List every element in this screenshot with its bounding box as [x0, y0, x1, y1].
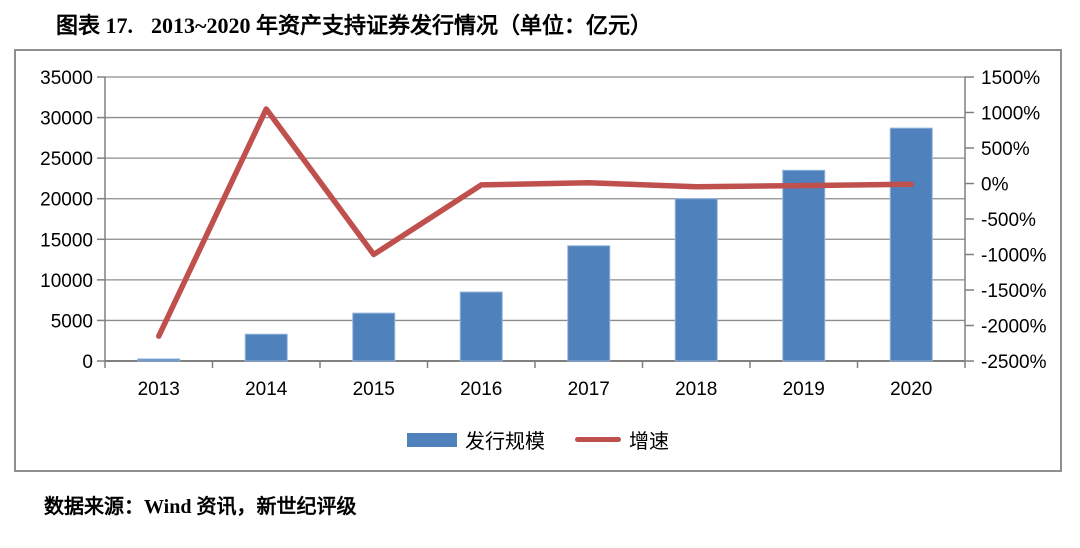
right-axis-tick-label: -2000%: [981, 317, 1047, 338]
bar-2019: [782, 169, 826, 362]
bar-2018: [674, 198, 718, 362]
chart-frame: 35000 30000 25000 20000 15000 10000 5000 0 1500%…: [14, 49, 1062, 472]
x-axis-category-label: 2018: [675, 379, 717, 400]
combo-chart: 35000 30000 25000 20000 15000 10000 5000 0 1500%…: [40, 68, 1047, 400]
left-axis-tick-label: 30000: [40, 109, 93, 130]
left-axis-tick-label: 10000: [40, 271, 93, 292]
right-axis-tick-label: -1000%: [981, 246, 1047, 267]
legend-item-growth: 增速: [575, 425, 669, 454]
legend-label-issuance: 发行规模: [465, 431, 545, 453]
right-axis-tick-label: 1000%: [981, 104, 1040, 125]
left-axis-tick-label: 25000: [40, 149, 93, 170]
figure-caption-text: 2013~2020 年资产支持证券发行情况（单位：亿元）: [151, 13, 652, 38]
left-axis-tick-label: 15000: [40, 230, 93, 251]
bar-2015: [352, 312, 396, 362]
bar-series-swatch: [407, 432, 457, 447]
legend-label-growth: 增速: [629, 431, 669, 453]
x-axis-category-label: 2019: [783, 379, 825, 400]
right-axis-tick-label: 500%: [981, 139, 1030, 160]
line-series-swatch: [575, 437, 621, 442]
left-axis-tick-label: 0: [82, 352, 93, 373]
right-axis-tick-label: 1500%: [981, 68, 1040, 89]
left-axis-tick-label: 20000: [40, 190, 93, 211]
bar-2020: [889, 127, 933, 362]
figure-caption-label: 图表 17.: [56, 13, 134, 38]
right-axis-tick-label: 0%: [981, 175, 1009, 196]
left-axis-tick-label: 35000: [40, 68, 93, 89]
bar-2017: [567, 245, 611, 362]
x-axis-category-label: 2015: [353, 379, 395, 400]
x-axis-category-label: 2016: [460, 379, 502, 400]
legend-item-issuance: 发行规模: [407, 425, 545, 454]
bar-2016: [459, 291, 503, 362]
growth-line: [156, 106, 914, 339]
right-axis-tick-label: -1500%: [981, 281, 1047, 302]
data-source: 数据来源：Wind 资讯，新世纪评级: [44, 496, 357, 518]
x-axis-category-label: 2013: [138, 379, 180, 400]
chart-legend: 发行规模 增速: [16, 425, 1060, 454]
left-axis-tick-label: 5000: [51, 311, 93, 332]
x-axis-category-label: 2017: [568, 379, 610, 400]
x-axis-category-label: 2014: [245, 379, 288, 400]
bar-2014: [244, 333, 288, 362]
right-axis-tick-label: -2500%: [981, 352, 1047, 373]
bar-2013: [137, 358, 181, 362]
x-axis-category-label: 2020: [890, 379, 932, 400]
right-axis-tick-label: -500%: [981, 210, 1036, 231]
figure-caption: 图表 17. 2013~2020 年资产支持证券发行情况（单位：亿元）: [56, 8, 652, 40]
